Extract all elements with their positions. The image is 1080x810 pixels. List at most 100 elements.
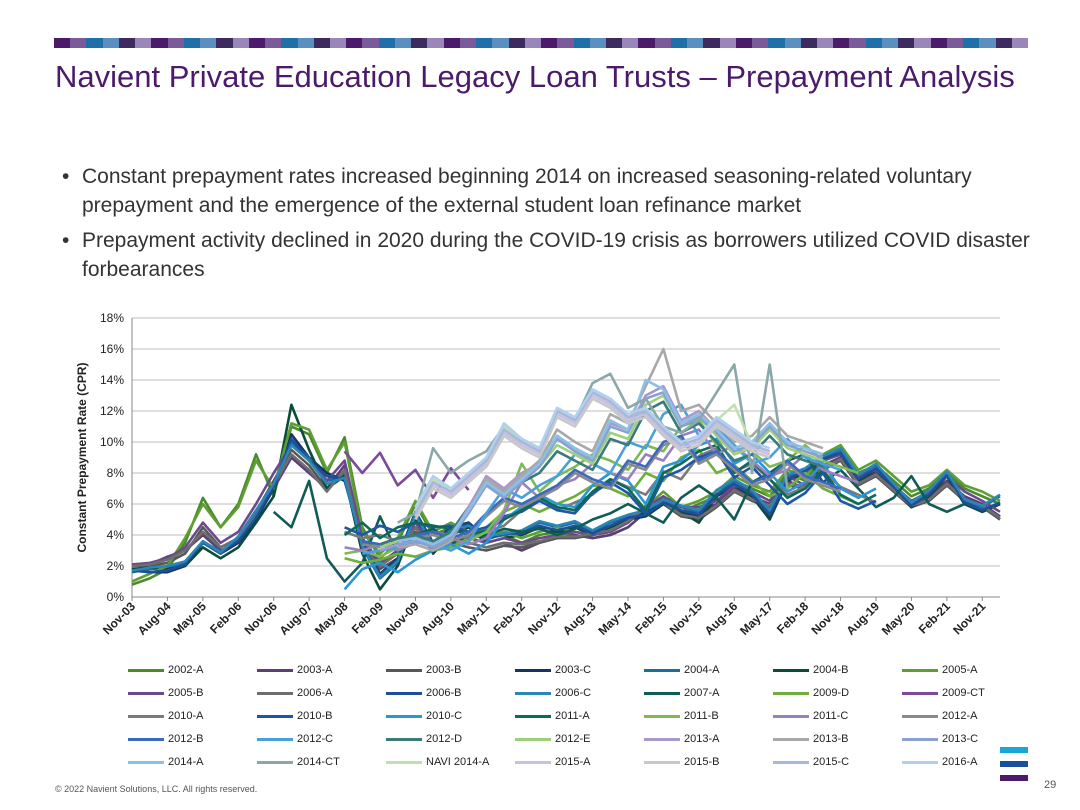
- y-tick-label: 8%: [107, 466, 125, 480]
- stripe-segment: [963, 38, 980, 48]
- legend-swatch: [902, 668, 938, 672]
- y-tick-label: 4%: [107, 528, 125, 542]
- series-line: [131, 443, 1001, 579]
- legend-swatch: [257, 760, 293, 764]
- legend-item: 2006-A: [257, 687, 332, 699]
- y-tick-label: 6%: [107, 497, 125, 511]
- legend-swatch: [128, 714, 164, 718]
- stripe-segment: [265, 38, 282, 48]
- x-tick-label: May-17: [737, 599, 776, 638]
- series-line: [344, 450, 877, 537]
- legend-item: 2012-C: [257, 733, 333, 745]
- legend-swatch: [644, 691, 680, 695]
- corner-bar: [1000, 775, 1028, 781]
- series-line: [362, 434, 842, 546]
- stripe-segment: [329, 38, 347, 48]
- stripe-segment: [800, 38, 818, 48]
- legend-item: 2013-B: [773, 733, 848, 745]
- stripe-segment: [881, 38, 899, 48]
- legend-label: 2012-D: [426, 733, 463, 745]
- legend-label: 2005-A: [942, 664, 978, 676]
- legend-swatch: [773, 760, 809, 764]
- legend-swatch: [902, 737, 938, 741]
- legend-item: 2009-CT: [902, 687, 985, 699]
- legend-swatch: [515, 668, 551, 672]
- y-tick-label: 14%: [100, 373, 124, 387]
- legend-item: 2011-C: [773, 710, 848, 722]
- stripe-segment: [362, 38, 379, 48]
- legend-label: 2012-C: [297, 733, 334, 745]
- legend-label: 2003-A: [297, 664, 333, 676]
- legend-label: 2014-A: [168, 756, 204, 768]
- stripe-segment: [281, 38, 298, 48]
- legend-label: 2013-B: [813, 733, 849, 745]
- legend-label: 2013-C: [942, 733, 979, 745]
- stripe-segment: [70, 38, 87, 48]
- x-tick-label: Nov-06: [242, 599, 280, 637]
- x-tick-label: Aug-04: [135, 599, 174, 638]
- stripe-segment: [622, 38, 639, 48]
- legend-item: 2004-B: [773, 664, 848, 676]
- legend-label: 2012-E: [555, 733, 591, 745]
- legend-label: 2010-C: [426, 710, 463, 722]
- legend-swatch: [644, 714, 680, 718]
- stripe-segment: [914, 38, 931, 48]
- legend-label: 2005-B: [168, 687, 204, 699]
- y-tick-label: 10%: [100, 435, 124, 449]
- stripe-segment: [167, 38, 184, 48]
- stripe-segment: [1011, 38, 1029, 48]
- stripe-segment: [313, 38, 330, 48]
- page-number: 29: [1044, 779, 1057, 791]
- stripe-segment: [524, 38, 542, 48]
- x-tick-label: Nov-15: [667, 599, 705, 637]
- legend-label: 2009-D: [813, 687, 850, 699]
- stripe-segment: [719, 38, 736, 48]
- corner-bar: [1000, 747, 1028, 753]
- legend-item: 2007-A: [644, 687, 719, 699]
- legend-swatch: [257, 668, 293, 672]
- legend-label: 2007-A: [684, 687, 720, 699]
- legend-swatch: [515, 760, 551, 764]
- x-tick-label: Feb-09: [349, 599, 386, 636]
- stripe-segment: [865, 38, 882, 48]
- legend-item: 2003-A: [257, 664, 332, 676]
- stripe-segment: [216, 38, 233, 48]
- x-tick-label: Feb-15: [632, 599, 669, 636]
- x-tick-label: Nov-18: [808, 599, 846, 637]
- legend-item: 2010-A: [128, 710, 203, 722]
- legend-item: 2012-E: [515, 733, 590, 745]
- stripe-segment: [752, 38, 769, 48]
- stripe-segment: [930, 38, 947, 48]
- stripe-segment: [346, 38, 363, 48]
- stripe-segment: [427, 38, 444, 48]
- legend-label: 2013-A: [684, 733, 720, 745]
- stripe-segment: [946, 38, 964, 48]
- bullet-item: Prepayment activity declined in 2020 dur…: [62, 226, 1052, 284]
- legend-swatch: [128, 668, 164, 672]
- series-line: [414, 397, 771, 521]
- legend-item: 2009-D: [773, 687, 849, 699]
- legend-swatch: [773, 737, 809, 741]
- stripe-segment: [183, 38, 201, 48]
- legend-item: 2016-A: [902, 756, 977, 768]
- brand-corner-bars: [1000, 747, 1028, 789]
- series-line: [343, 450, 470, 500]
- stripe-segment: [200, 38, 217, 48]
- legend-label: 2002-A: [168, 664, 204, 676]
- x-tick-label: Nov-12: [525, 599, 563, 637]
- legend-swatch: [773, 691, 809, 695]
- x-tick-label: Feb-18: [774, 599, 811, 636]
- stripe-segment: [654, 38, 671, 48]
- x-tick-label: Nov-09: [383, 599, 421, 637]
- legend-swatch: [386, 737, 422, 741]
- stripe-segment: [735, 38, 753, 48]
- stripe-segment: [833, 38, 850, 48]
- legend-swatch: [902, 714, 938, 718]
- legend-label: 2004-A: [684, 664, 720, 676]
- legend-item: 2012-A: [902, 710, 977, 722]
- legend-swatch: [644, 760, 680, 764]
- x-tick-label: Aug-16: [702, 599, 741, 638]
- copyright-footer: © 2022 Navient Solutions, LLC. All right…: [55, 784, 258, 794]
- series-line: [397, 363, 789, 524]
- x-tick-label: Aug-10: [418, 599, 457, 638]
